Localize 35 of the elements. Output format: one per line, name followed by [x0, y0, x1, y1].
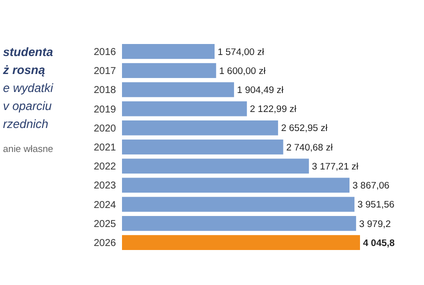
- bar: [122, 178, 350, 193]
- data-label: 2 652,95 zł: [281, 123, 328, 134]
- data-label: 4 045,8: [363, 238, 395, 249]
- y-tick-label: 2023: [94, 180, 116, 192]
- bar: [122, 120, 278, 136]
- y-tick-label: 2018: [94, 85, 116, 96]
- data-label: 3 951,56: [357, 200, 394, 211]
- bar: [122, 140, 284, 154]
- y-tick-label: 2016: [94, 46, 116, 58]
- y-tick-label: 2024: [94, 200, 116, 211]
- data-label: 1 904,49 zł: [237, 84, 284, 96]
- data-label: 3 979,2: [359, 218, 391, 230]
- data-label: 1 574,00 zł: [218, 46, 265, 58]
- y-tick-label: 2025: [94, 218, 116, 230]
- y-tick-label: 2017: [94, 66, 116, 78]
- bar: [122, 44, 215, 59]
- y-tick-label: 2019: [94, 104, 116, 116]
- bar: [122, 101, 247, 116]
- data-label: 2 122,99 zł: [250, 104, 298, 116]
- y-tick-label: 2022: [94, 162, 116, 173]
- bar: [122, 235, 360, 250]
- y-tick-label: 2026: [94, 238, 116, 250]
- text: e wydatki v oparciu rzednich: [3, 81, 54, 131]
- data-label: 3 867,06: [352, 180, 390, 192]
- data-label: 3 177,21 zł: [312, 161, 360, 172]
- bar: [122, 63, 216, 78]
- bar: [122, 158, 309, 174]
- text: anie własne: [3, 144, 54, 155]
- y-tick-label: 2020: [94, 123, 116, 134]
- bar: [122, 196, 354, 212]
- data-label: 2 740,68 zł: [286, 142, 334, 154]
- bar: [122, 82, 234, 98]
- data-label: 1 600,00 zł: [219, 66, 266, 77]
- bar: [122, 216, 356, 231]
- y-tick-label: 2021: [94, 142, 116, 154]
